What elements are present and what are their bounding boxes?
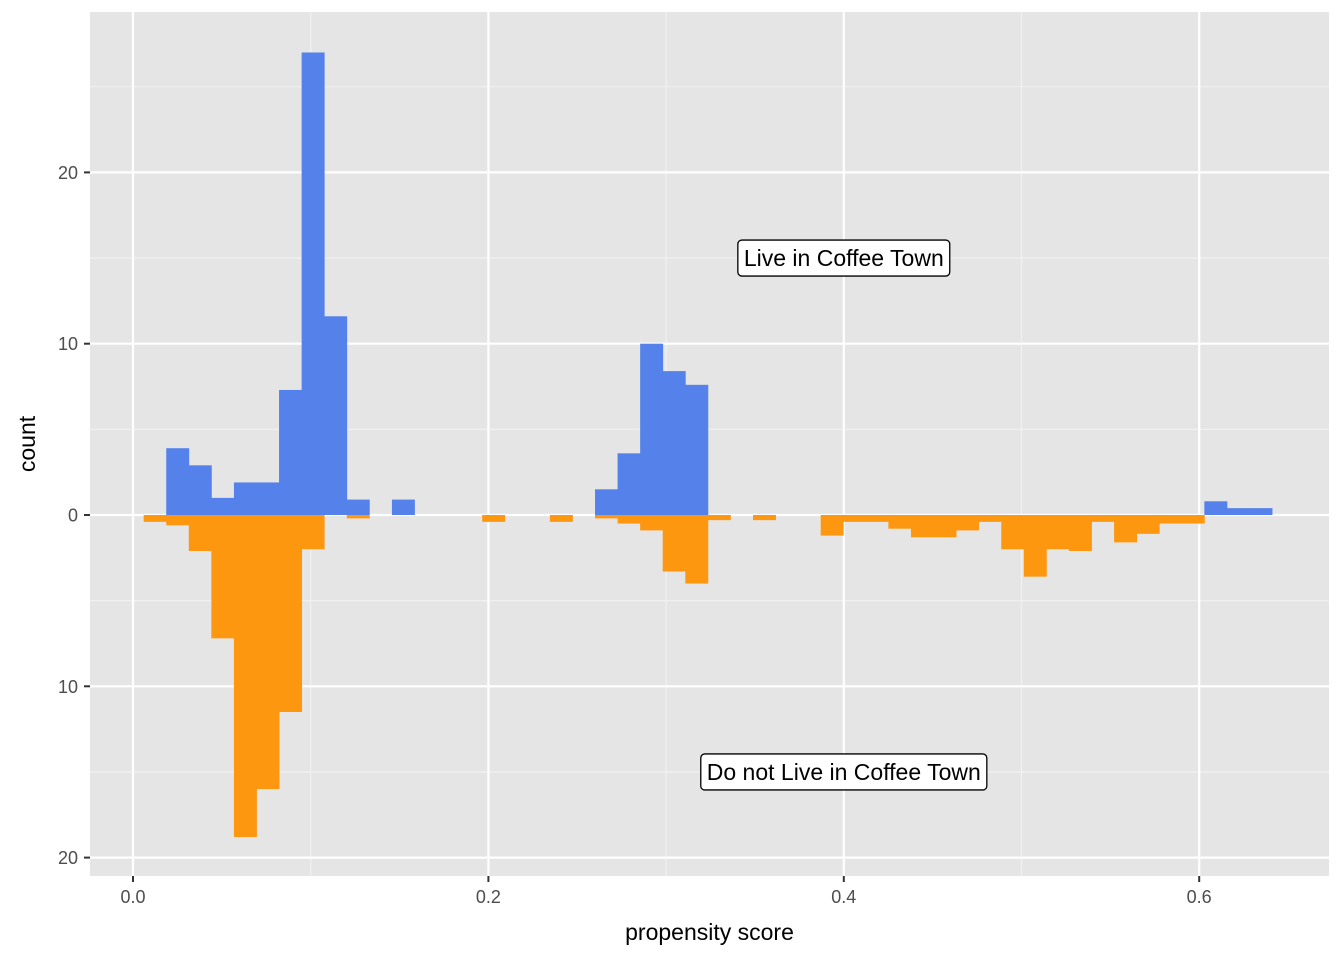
bar-top: [346, 499, 370, 515]
bar-bottom: [820, 515, 844, 536]
y-tick-label: 20: [58, 848, 78, 868]
bar-bottom: [1023, 515, 1047, 577]
x-tick-label: 0.0: [120, 887, 145, 907]
bar-bottom: [640, 515, 664, 531]
bar-bottom: [188, 515, 212, 551]
bar-bottom: [888, 515, 912, 529]
bar-top: [1204, 501, 1228, 515]
x-tick-label: 0.6: [1187, 887, 1212, 907]
bar-bottom: [1159, 515, 1183, 524]
bar-top: [1249, 508, 1273, 515]
bar-bottom: [1091, 515, 1115, 522]
bar-bottom: [978, 515, 1002, 522]
bar-bottom: [752, 515, 776, 521]
bar-top: [301, 52, 325, 516]
annotation-label: Do not Live in Coffee Town: [700, 753, 988, 791]
bar-bottom: [233, 515, 257, 838]
bar-top: [211, 497, 235, 515]
y-axis: 20 10 0 10 20: [58, 163, 90, 868]
x-axis-title: propensity score: [625, 919, 794, 945]
y-tick-label: 10: [58, 677, 78, 697]
bar-bottom: [865, 515, 889, 522]
annotation-label: Live in Coffee Town: [737, 239, 951, 277]
bar-bottom: [482, 515, 506, 522]
bar-top: [233, 482, 257, 515]
bar-bottom: [956, 515, 980, 531]
bar-bottom: [143, 515, 167, 522]
bar-top: [166, 448, 190, 515]
bar-top: [685, 384, 709, 515]
bar-bottom: [211, 515, 235, 639]
annotation-text: Live in Coffee Town: [744, 245, 944, 271]
bar-top: [324, 316, 348, 515]
bar-bottom: [595, 515, 618, 519]
y-tick-label: 10: [58, 334, 78, 354]
bar-bottom: [346, 515, 370, 519]
bar-bottom: [301, 515, 325, 550]
annotations: Live in Coffee Town Do not Live in Coffee…: [700, 239, 988, 791]
bar-bottom: [166, 515, 190, 526]
bar-top: [279, 389, 303, 515]
bar-bottom: [1046, 515, 1070, 550]
bar-top: [662, 371, 686, 515]
bar-top: [617, 453, 641, 515]
bar-bottom: [1068, 515, 1092, 551]
bar-bottom: [933, 515, 957, 538]
bar-top: [391, 499, 415, 515]
x-axis: 0.0 0.2 0.4 0.6: [120, 876, 1212, 907]
bar-bottom: [549, 515, 573, 522]
annotation-text: Do not Live in Coffee Town: [707, 759, 981, 785]
bar-bottom: [617, 515, 641, 524]
y-tick-label: 0: [68, 506, 78, 526]
y-tick-label: 20: [58, 163, 78, 183]
bar-bottom: [1136, 515, 1160, 534]
histogram-bars: [143, 52, 1273, 838]
bar-bottom: [256, 515, 280, 790]
bar-top: [640, 343, 664, 515]
bar-bottom: [1114, 515, 1138, 543]
bar-top: [595, 489, 618, 515]
y-axis-title: count: [14, 415, 40, 472]
x-tick-label: 0.2: [476, 887, 501, 907]
bar-bottom: [910, 515, 934, 538]
bar-bottom: [707, 515, 731, 521]
bar-top: [188, 465, 212, 515]
bar-bottom: [1181, 515, 1205, 524]
x-tick-label: 0.4: [831, 887, 856, 907]
bar-bottom: [279, 515, 303, 712]
bar-bottom: [843, 515, 867, 522]
annotation-box: [737, 239, 951, 277]
bar-top: [256, 482, 280, 515]
annotation-box: [700, 753, 988, 791]
bar-bottom: [662, 515, 686, 572]
bar-bottom: [685, 515, 709, 584]
bar-top: [1226, 508, 1250, 515]
bar-bottom: [1001, 515, 1025, 550]
